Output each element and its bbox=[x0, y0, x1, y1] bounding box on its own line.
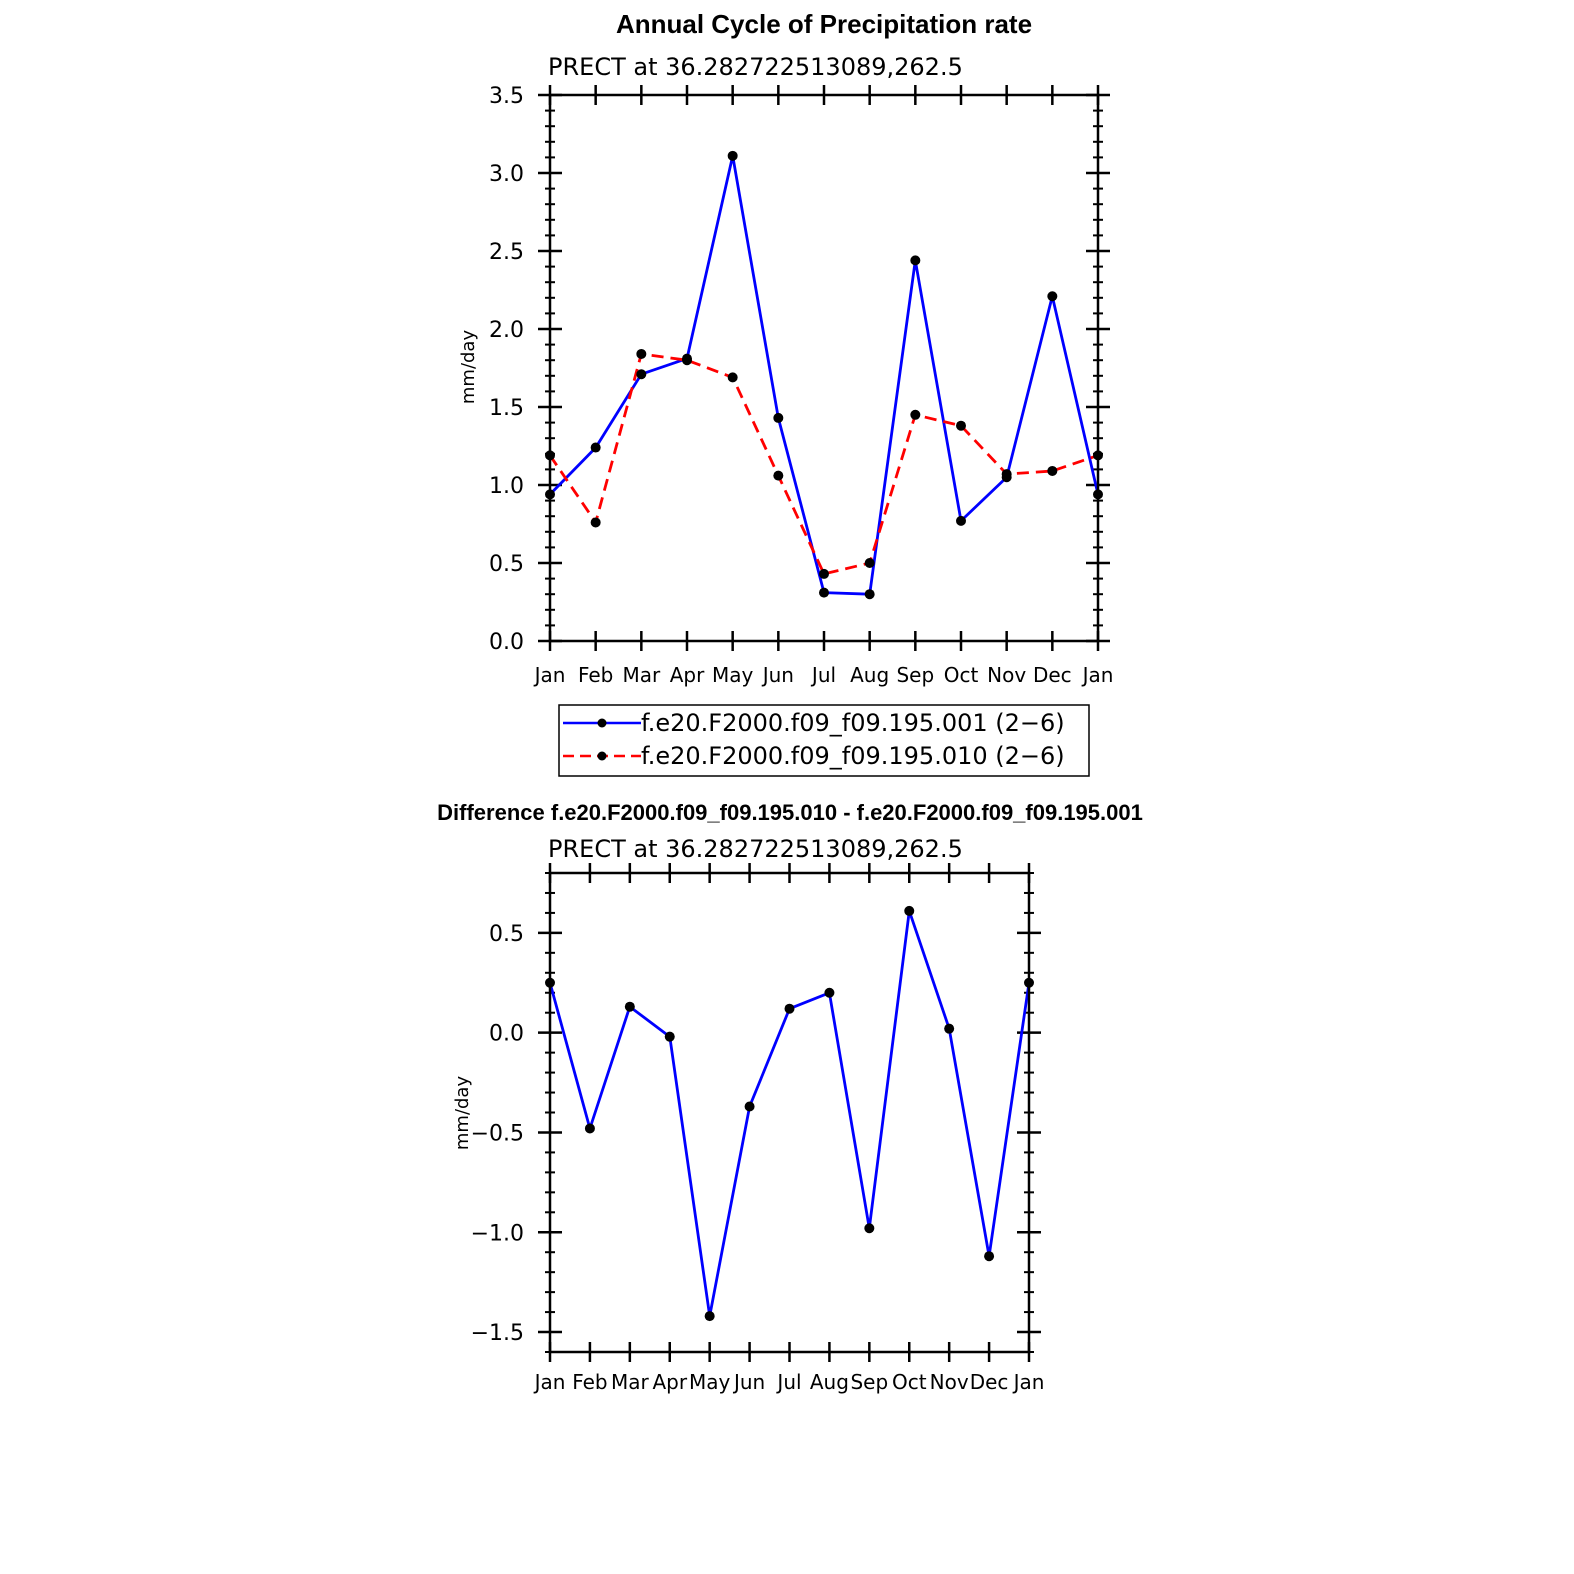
data-point-series-1 bbox=[864, 589, 875, 600]
data-point-series-1 bbox=[773, 412, 784, 423]
x-tick-label: May bbox=[689, 1370, 731, 1394]
x-tick-label: Jun bbox=[732, 1370, 765, 1394]
y-tick-label: 2.5 bbox=[489, 240, 524, 265]
x-tick-label: Jun bbox=[761, 663, 794, 687]
data-point-series-1 bbox=[956, 515, 966, 526]
annual-cycle-chart: Annual Cycle of Precipitation rate PRECT… bbox=[458, 9, 1114, 777]
data-point-series-1 bbox=[910, 255, 921, 266]
data-point-series-2 bbox=[864, 558, 875, 568]
x-tick-label: Aug bbox=[810, 1370, 849, 1394]
y-tick-label: 2.0 bbox=[489, 318, 524, 343]
data-point-series-1 bbox=[584, 1123, 595, 1134]
data-point-series-2 bbox=[910, 409, 921, 420]
plot-frame bbox=[548, 871, 1031, 1354]
y-tick-label: 1.5 bbox=[489, 396, 524, 421]
chart-subtitle: PRECT at 36.282722513089,262.5 bbox=[548, 835, 963, 863]
x-tick-label: Oct bbox=[892, 1370, 927, 1394]
data-point-series-1 bbox=[744, 1101, 755, 1112]
legend-box bbox=[558, 704, 1090, 777]
legend-label-series-1: f.e20.F2000.f09_f09.195.001 (2−6) bbox=[641, 709, 1065, 737]
y-tick-label: 3.5 bbox=[489, 84, 524, 109]
series-line-1 bbox=[548, 154, 1100, 596]
data-point-series-1 bbox=[819, 587, 829, 598]
data-point-series-2 bbox=[956, 420, 966, 431]
y-tick-label: 3.0 bbox=[489, 162, 524, 187]
x-tick-label: Jul bbox=[810, 663, 836, 687]
x-tick-label: Jul bbox=[775, 1370, 801, 1394]
x-tick-label: May bbox=[712, 663, 754, 687]
legend-label-series-2: f.e20.F2000.f09_f09.195.010 (2−6) bbox=[641, 742, 1065, 770]
series-line-1 bbox=[548, 909, 1031, 1318]
y-tick-label: 1.0 bbox=[489, 474, 524, 499]
x-tick-label: Jan bbox=[1081, 663, 1114, 687]
data-point-series-1 bbox=[1047, 291, 1058, 302]
x-tick-label: Dec bbox=[1033, 663, 1072, 687]
x-tick-label: Mar bbox=[611, 1370, 650, 1394]
x-tick-label: Sep bbox=[850, 1370, 888, 1394]
data-point-series-1 bbox=[944, 1023, 955, 1034]
y-axis-label: mm/day bbox=[458, 330, 479, 405]
x-tick-label: Apr bbox=[652, 1370, 687, 1394]
x-tick-label: Nov bbox=[987, 663, 1026, 687]
data-point-series-2 bbox=[636, 348, 647, 359]
chart-title: Difference f.e20.F2000.f09_f09.195.010 -… bbox=[437, 800, 1143, 825]
x-tick-label: Feb bbox=[572, 1370, 607, 1394]
y-tick-label: 0.0 bbox=[489, 630, 524, 655]
data-point-series-1 bbox=[784, 1003, 795, 1014]
data-point-series-2 bbox=[819, 568, 829, 579]
data-point-series-2 bbox=[727, 372, 738, 383]
x-tick-label: Feb bbox=[578, 663, 613, 687]
chart-subtitle: PRECT at 36.282722513089,262.5 bbox=[548, 53, 963, 81]
legend: f.e20.F2000.f09_f09.195.001 (2−6) f.e20.… bbox=[558, 704, 1090, 777]
x-tick-label: Aug bbox=[850, 663, 889, 687]
data-point-series-1 bbox=[984, 1251, 995, 1262]
legend-marker-series-1 bbox=[597, 718, 607, 728]
y-tick-label: 0.0 bbox=[489, 1022, 524, 1047]
y-tick-label: −0.5 bbox=[471, 1121, 524, 1146]
x-tick-label: Jan bbox=[533, 1370, 566, 1394]
data-point-series-2 bbox=[682, 355, 692, 366]
data-point-series-1 bbox=[590, 442, 601, 453]
x-tick-label: Oct bbox=[944, 663, 979, 687]
x-tick-label: Sep bbox=[896, 663, 934, 687]
x-tick-label: Nov bbox=[930, 1370, 969, 1394]
data-point-series-1 bbox=[636, 369, 647, 380]
x-tick-label: Mar bbox=[622, 663, 661, 687]
y-axis-label: mm/day bbox=[452, 1076, 473, 1151]
y-tick-label: −1.0 bbox=[471, 1221, 524, 1246]
data-point-series-2 bbox=[1001, 469, 1012, 480]
data-point-series-1 bbox=[664, 1031, 675, 1042]
data-point-series-1 bbox=[704, 1311, 715, 1322]
x-tick-label: Jan bbox=[1012, 1370, 1045, 1394]
y-tick-label: 0.5 bbox=[489, 922, 524, 947]
data-point-series-2 bbox=[590, 517, 601, 528]
data-point-series-1 bbox=[727, 150, 738, 161]
data-point-series-1 bbox=[864, 1223, 875, 1234]
x-tick-label: Dec bbox=[970, 1370, 1009, 1394]
data-point-series-2 bbox=[1047, 465, 1058, 476]
data-point-series-1 bbox=[824, 987, 835, 998]
chart-title: Annual Cycle of Precipitation rate bbox=[616, 9, 1032, 39]
x-tick-label: Apr bbox=[670, 663, 705, 687]
y-tick-label: 0.5 bbox=[489, 552, 524, 577]
data-point-series-1 bbox=[624, 1001, 635, 1012]
legend-marker-series-2 bbox=[597, 751, 607, 761]
data-point-series-2 bbox=[773, 470, 784, 481]
plot-frame bbox=[548, 93, 1100, 643]
difference-chart: Difference f.e20.F2000.f09_f09.195.010 -… bbox=[437, 800, 1143, 1394]
x-tick-label: Jan bbox=[533, 663, 566, 687]
y-tick-label: −1.5 bbox=[471, 1321, 524, 1346]
data-point-series-1 bbox=[904, 905, 915, 916]
